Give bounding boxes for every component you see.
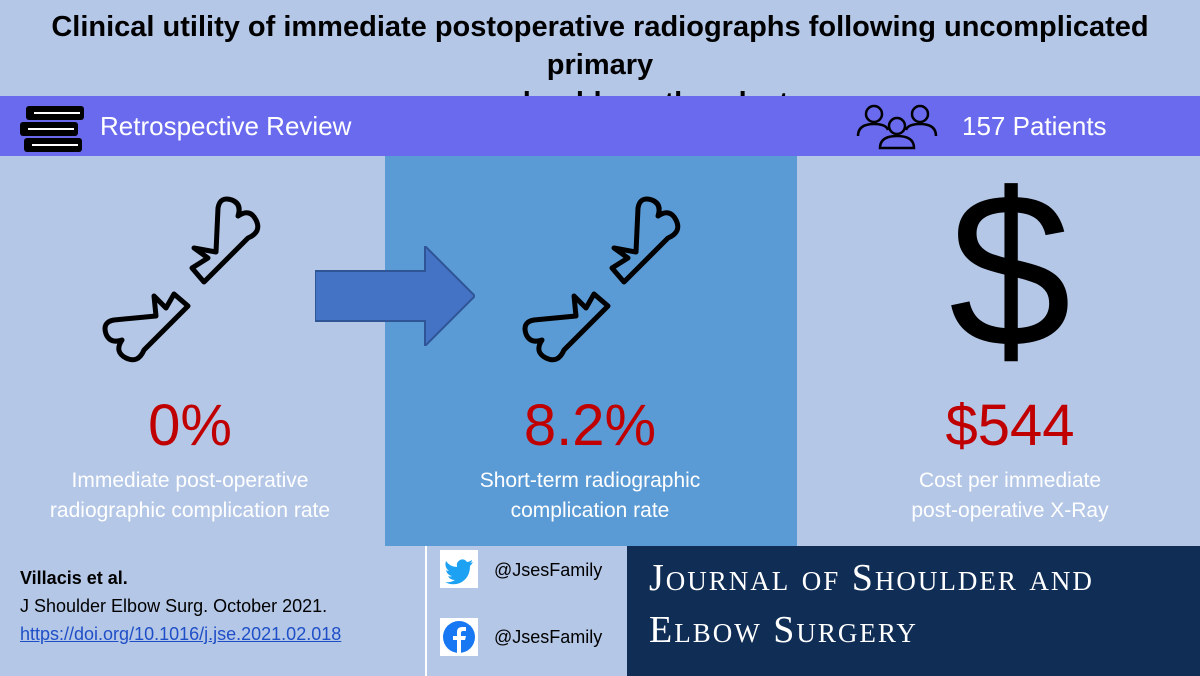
citation-author: Villacis et al. <box>20 568 128 588</box>
highlight-panel <box>385 156 797 546</box>
arrow-right-icon <box>315 246 475 346</box>
doi-link[interactable]: https://doi.org/10.1016/j.jse.2021.02.01… <box>20 624 342 644</box>
stat-immediate-complication-value: 0% <box>148 393 232 458</box>
stat-cost-value: $544 <box>945 393 1075 458</box>
stat-short-term-complication-label: Short-term radiographic complication rat… <box>420 466 760 526</box>
stat-label-line: Short-term radiographic <box>479 469 701 492</box>
title-line-1: Clinical utility of immediate postoperat… <box>51 11 1149 81</box>
divider <box>425 546 427 676</box>
journal-logo-line-2: Elbow Surgery <box>649 609 918 651</box>
people-icon <box>856 104 938 150</box>
stat-short-term-complication-value: 8.2% <box>523 393 657 458</box>
twitter-icon[interactable] <box>440 550 478 588</box>
patients-count: 157 Patients <box>962 111 1107 141</box>
journal-logo-line-1: Journal of Shoulder and <box>649 557 1094 599</box>
citation-journal: J Shoulder Elbow Surg. October 2021. <box>20 596 328 616</box>
stat-label-line: radiographic complication rate <box>49 499 331 522</box>
stat-label-line: Cost per immediate <box>918 469 1102 492</box>
stat-cost-label: Cost per immediate post-operative X-Ray <box>860 466 1160 526</box>
study-type-label: Retrospective Review <box>100 111 352 141</box>
study-banner: Retrospective Review 157 Patients <box>0 96 1200 156</box>
books-icon <box>20 106 84 152</box>
stat-label-line: complication rate <box>510 499 670 522</box>
stat-label-line: post-operative X-Ray <box>911 499 1109 522</box>
facebook-handle[interactable]: @JsesFamily <box>494 627 603 647</box>
twitter-handle[interactable]: @JsesFamily <box>494 560 603 580</box>
facebook-icon[interactable] <box>440 618 478 656</box>
broken-bone-icon <box>522 196 681 363</box>
stat-label-line: Immediate post-operative <box>71 469 309 492</box>
journal-logo: Journal of Shoulder and Elbow Surgery <box>627 546 1200 676</box>
stat-immediate-complication-label: Immediate post-operative radiographic co… <box>20 466 360 526</box>
dollar-sign-icon: $ <box>948 147 1072 393</box>
broken-bone-icon <box>102 196 261 363</box>
